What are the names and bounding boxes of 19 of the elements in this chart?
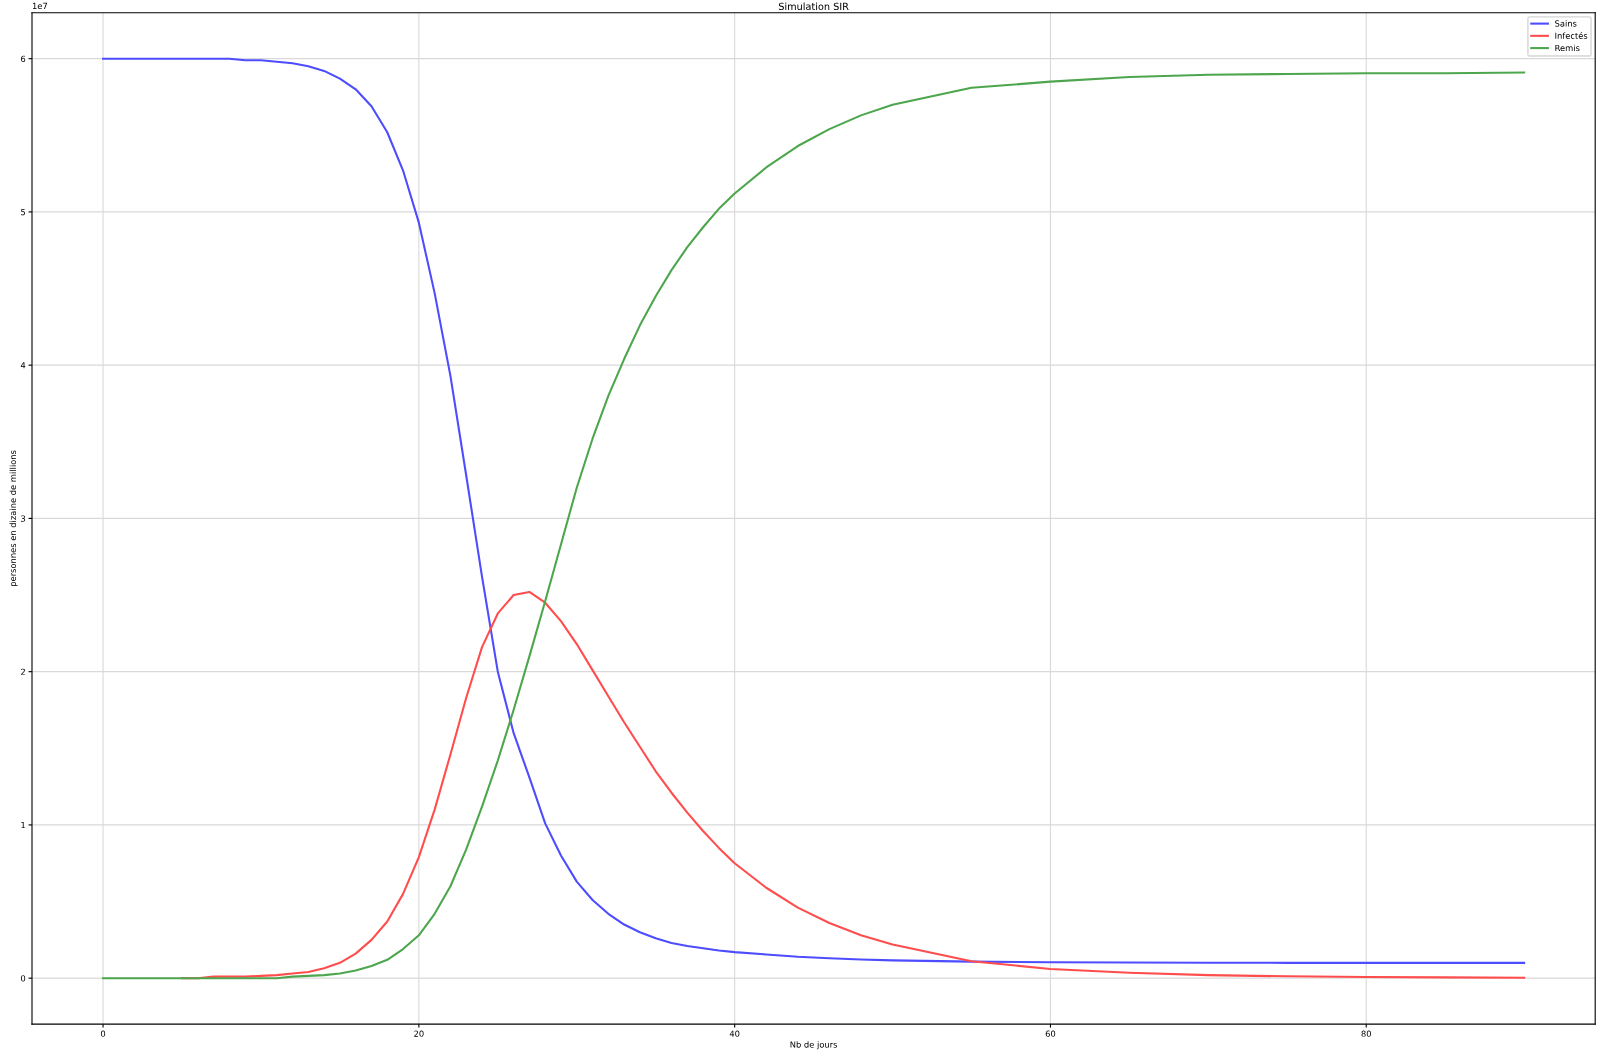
- y-tick-label: 1: [21, 822, 25, 829]
- x-tick-label: 60: [1045, 1030, 1056, 1037]
- legend-label: Infectés: [1555, 32, 1588, 39]
- y-axis-title: personnes en dizaine de millions: [9, 450, 18, 586]
- text: 1e7: [32, 2, 48, 10]
- x-tick-label: 80: [1361, 1030, 1371, 1037]
- y-tick-label: 3: [21, 515, 26, 522]
- x-tick-label: 0: [100, 1030, 106, 1037]
- y-tick-label: 4: [20, 362, 26, 369]
- chart-title: Simulation SIR: [778, 2, 849, 11]
- x-tick-label: 20: [414, 1030, 424, 1037]
- y-tick-label: 2: [21, 668, 25, 675]
- x-axis-title: Nb de jours: [790, 1041, 838, 1050]
- y-tick-label: 0: [21, 975, 26, 982]
- legend-label: Sains: [1555, 20, 1577, 27]
- y-tick-label: 5: [21, 209, 26, 216]
- x-tick-label: 40: [729, 1030, 740, 1037]
- legend-label: Remis: [1555, 44, 1580, 52]
- y-tick-label: 6: [21, 55, 26, 62]
